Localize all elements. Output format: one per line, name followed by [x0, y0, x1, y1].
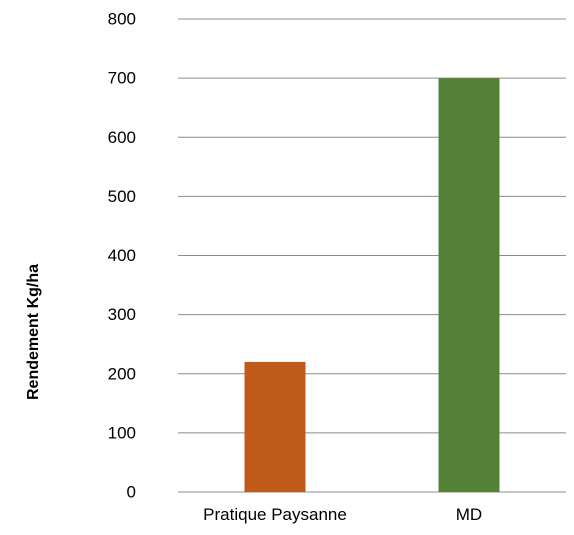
y-tick-label: 600 — [108, 128, 136, 147]
y-axis-ticks: 0 100 200 300 400 500 600 700 800 — [108, 10, 136, 502]
y-tick-label: 500 — [108, 187, 136, 206]
gridlines — [178, 18, 566, 493]
y-tick-label: 100 — [108, 423, 136, 442]
y-tick-label: 700 — [108, 69, 136, 88]
y-tick-label: 400 — [108, 246, 136, 265]
bars — [244, 78, 500, 492]
y-tick-label: 200 — [108, 364, 136, 383]
x-category-label: MD — [456, 505, 482, 524]
y-tick-label: 800 — [108, 10, 136, 29]
y-axis-title: Rendement Kg/ha — [25, 264, 42, 400]
x-axis-categories: Pratique Paysanne MD — [203, 505, 482, 524]
bar-2 — [438, 78, 500, 492]
y-tick-label: 300 — [108, 305, 136, 324]
bar-1 — [244, 361, 306, 492]
x-category-label: Pratique Paysanne — [203, 505, 347, 524]
y-tick-label: 0 — [127, 483, 136, 502]
